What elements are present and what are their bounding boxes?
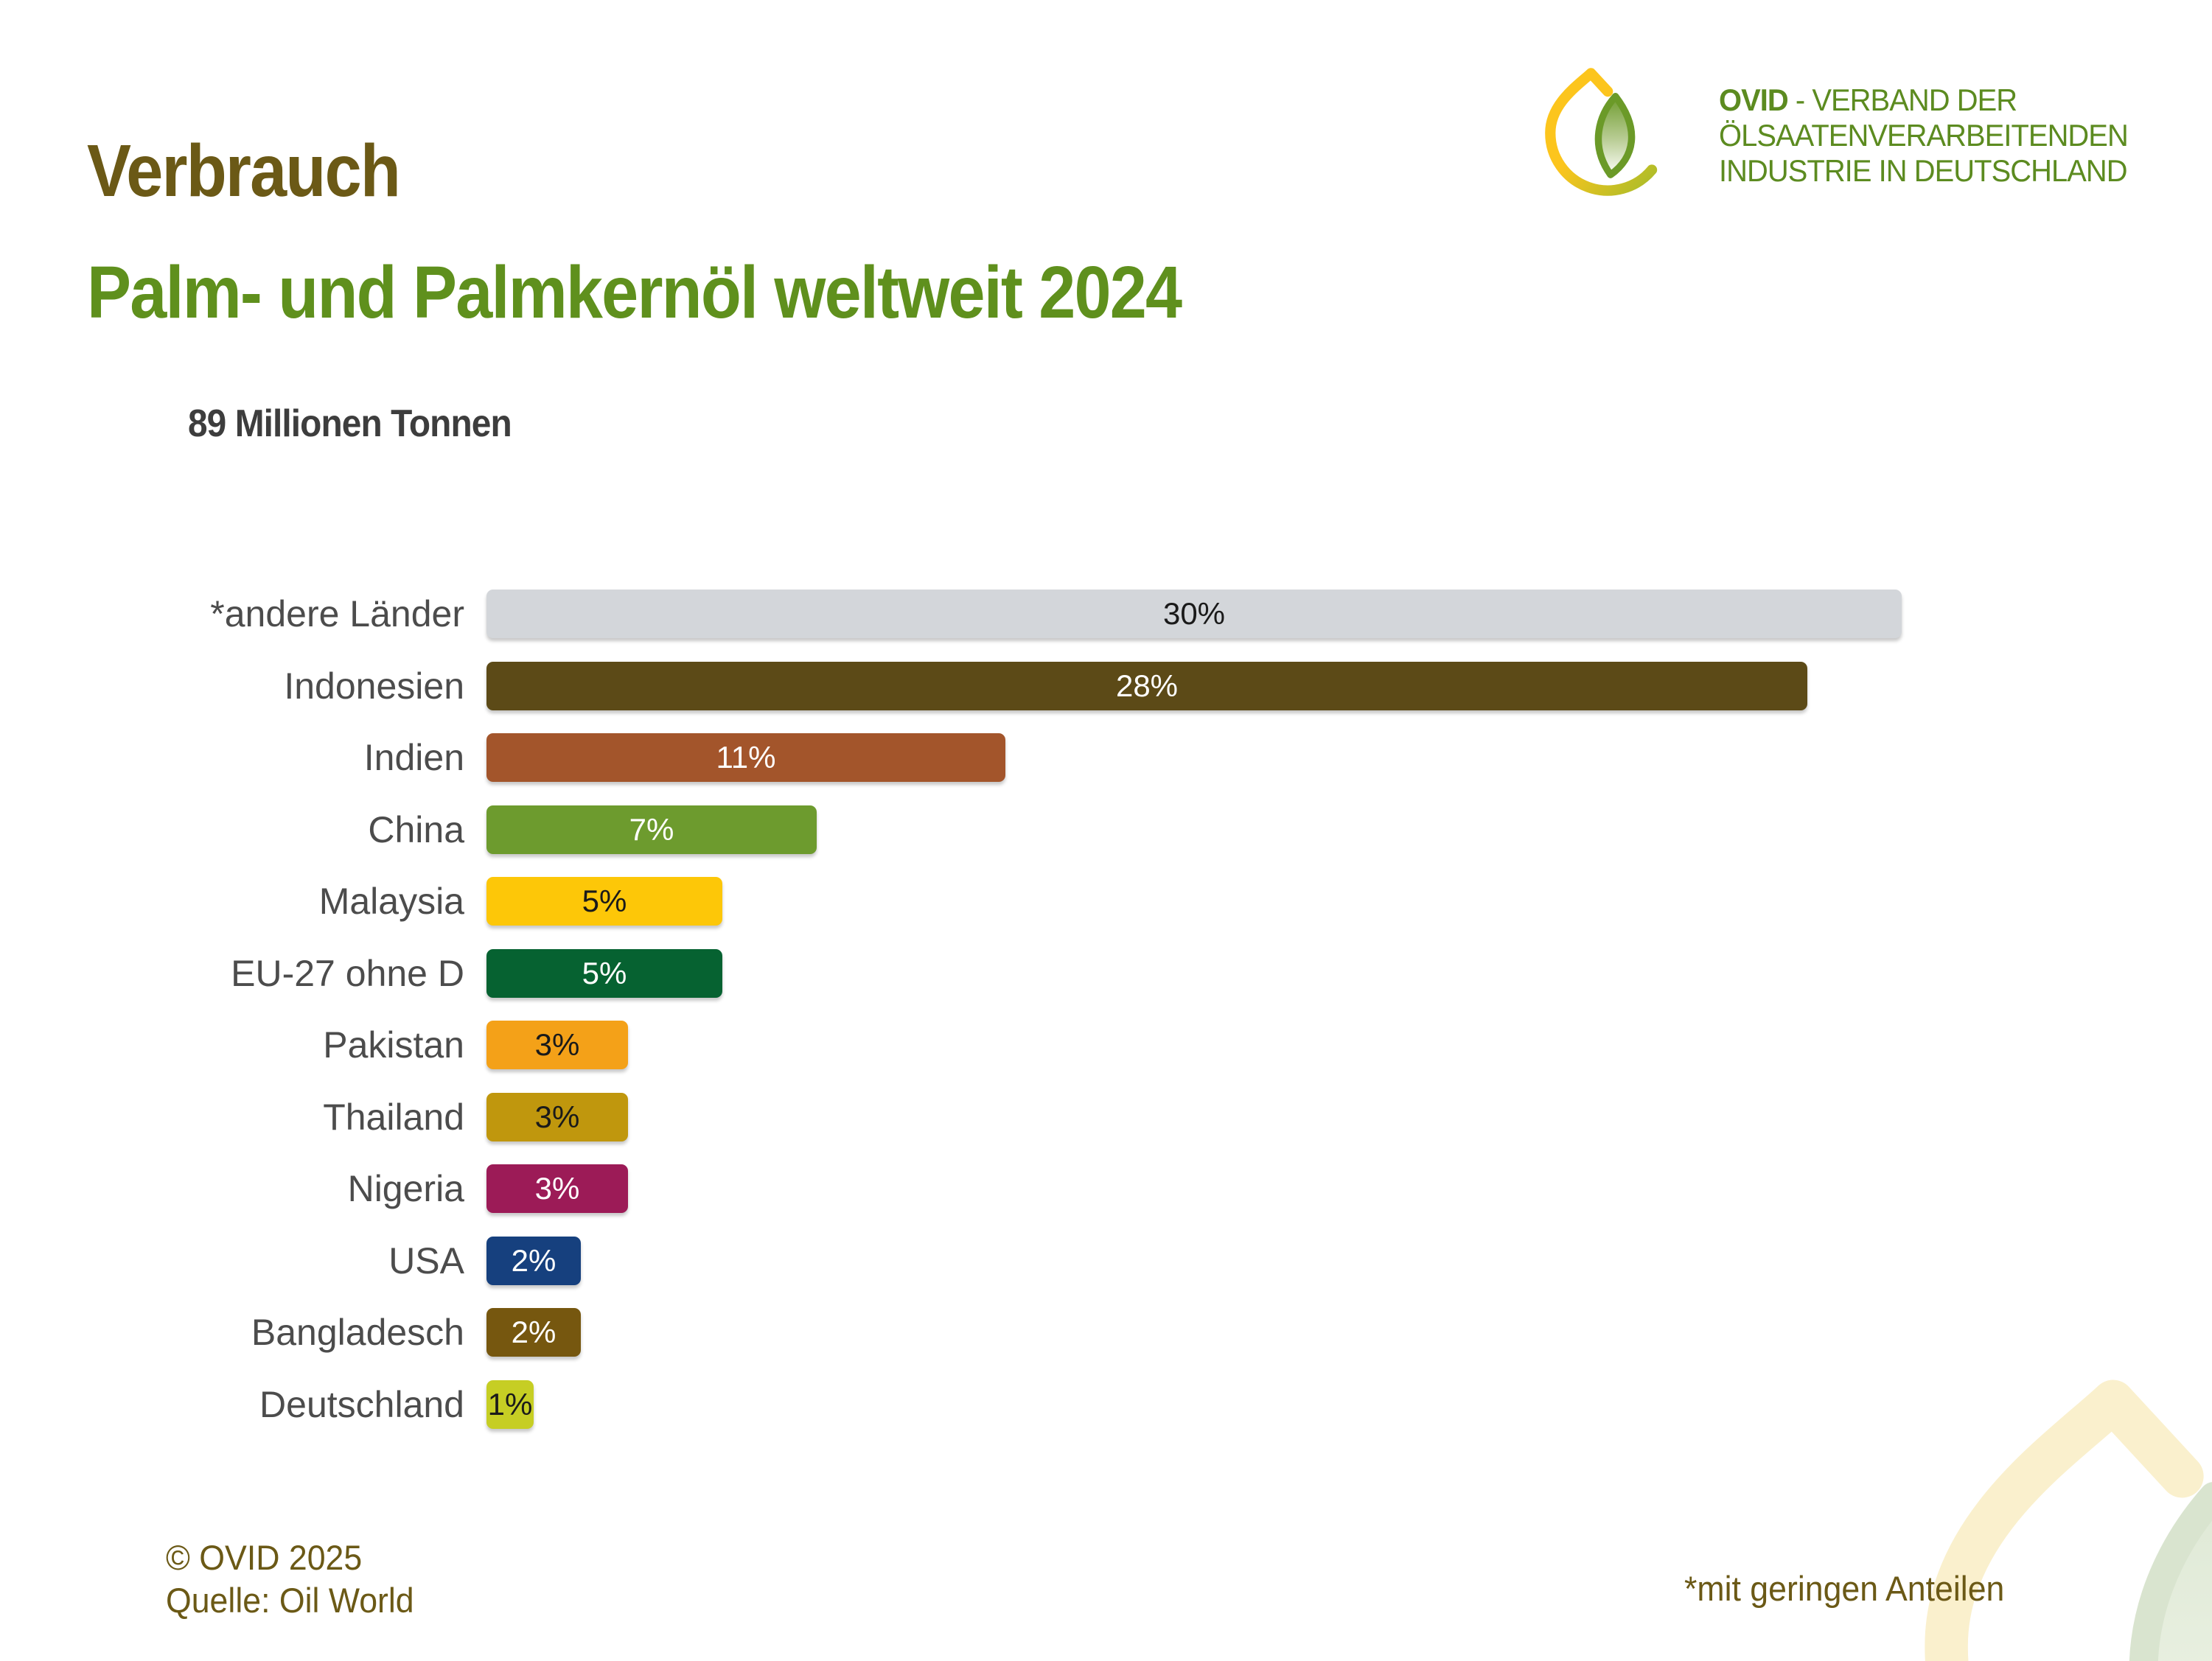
chart-row: Nigeria 3% [0, 1164, 628, 1213]
value-label: 28% [1115, 668, 1179, 703]
chart-subtitle-total: 89 Millionen Tonnen [188, 402, 512, 445]
category-label: Pakistan [323, 1024, 464, 1066]
ovid-logo-text: OVID - VERBAND DER ÖLSAATENVERARBEITENDE… [1719, 83, 2129, 189]
bar: 11% [486, 733, 1005, 782]
bar: 30% [486, 590, 1902, 638]
bar: 2% [486, 1308, 581, 1357]
page-title-line2: Palm- und Palmkernöl weltweit 2024 [87, 251, 1182, 334]
category-label: China [368, 808, 464, 850]
category-label: Nigeria [347, 1168, 464, 1209]
category-label: Thailand [323, 1096, 464, 1138]
chart-row: Indien 11% [0, 733, 1005, 782]
bar: 3% [486, 1021, 628, 1069]
bar: 3% [486, 1092, 628, 1141]
category-label: USA [388, 1239, 464, 1281]
bar: 28% [486, 661, 1807, 710]
category-label: EU-27 ohne D [231, 952, 464, 994]
bar: 7% [486, 805, 817, 854]
source-text: Quelle: Oil World [166, 1581, 414, 1620]
logo-line1-rest: - VERBAND DER [1787, 83, 2017, 117]
category-label: Deutschland [259, 1383, 464, 1425]
category-label: Bangladesch [251, 1312, 464, 1353]
footnote: *mit geringen Anteilen [1684, 1569, 2005, 1608]
chart-row: China 7% [0, 805, 817, 854]
copyright-text: © OVID 2025 [166, 1538, 363, 1577]
value-label: 5% [582, 884, 627, 918]
bar: 2% [486, 1236, 581, 1285]
bar: 1% [486, 1379, 534, 1429]
chart-row: Indonesien 28% [0, 661, 1807, 710]
ovid-logo-icon [1545, 68, 1658, 196]
footer-left: © OVID 2025 Quelle: Oil World [166, 1536, 414, 1622]
logo-line1: OVID - VERBAND DER [1719, 83, 2128, 118]
chart-row: USA 2% [0, 1236, 581, 1285]
chart-row: *andere Länder 30% [0, 590, 1902, 638]
chart-row: Malaysia 5% [0, 877, 722, 926]
value-label: 7% [629, 811, 674, 847]
category-label: Malaysia [318, 881, 464, 922]
bar: 3% [486, 1164, 628, 1213]
chart-row: Pakistan 3% [0, 1021, 628, 1069]
logo-line3: INDUSTRIE IN DEUTSCHLAND [1719, 153, 2128, 188]
chart-row: Thailand 3% [0, 1092, 628, 1141]
category-label: *andere Länder [210, 593, 464, 634]
ovid-watermark-icon [1925, 1379, 2212, 1661]
value-label: 30% [1162, 596, 1226, 631]
value-label: 3% [534, 1171, 580, 1206]
value-label: 2% [511, 1315, 557, 1349]
title-block: Verbrauch Palm- und Palmkernöl weltweit … [87, 130, 1182, 334]
logo-line2: ÖLSAATENVERARBEITENDEN [1719, 118, 2129, 153]
category-label: Indien [363, 737, 464, 778]
chart-row: Deutschland 1% [0, 1379, 534, 1429]
value-label: 1% [487, 1386, 533, 1422]
chart-row: Bangladesch 2% [0, 1308, 581, 1357]
page-title-line1: Verbrauch [87, 130, 401, 212]
value-label: 2% [511, 1242, 557, 1278]
value-label: 5% [582, 955, 627, 990]
logo-org-abbr: OVID [1719, 83, 1789, 117]
bar: 5% [486, 948, 722, 998]
chart-row: EU-27 ohne D 5% [0, 948, 722, 998]
value-label: 11% [716, 740, 776, 774]
category-label: Indonesien [284, 665, 464, 707]
value-label: 3% [534, 1027, 580, 1062]
value-label: 3% [534, 1099, 580, 1134]
bar: 5% [486, 877, 722, 926]
